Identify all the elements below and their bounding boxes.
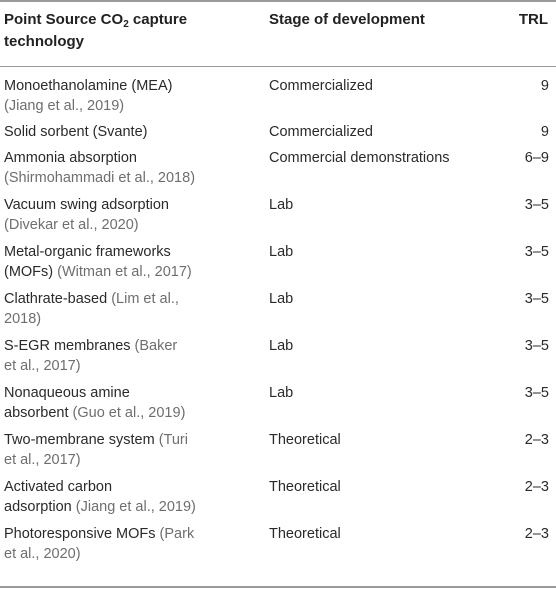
stage-cell: Commercialized (269, 124, 373, 140)
trl-cell: 2–3 (524, 526, 549, 542)
trl-cell: 2–3 (524, 432, 549, 448)
table-row: Metal-organic frameworks (MOFs) (Witman e… (0, 242, 556, 289)
tech-cell: Ammonia absorption (Shirmohammadi et al.,… (4, 150, 196, 186)
stage-cell: Theoretical (269, 526, 341, 542)
tech-cell: Nonaqueous amine absorbent (Guo et al., 2… (4, 385, 186, 421)
tech-cell: Two-membrane system (Turi et al., 2017) (4, 432, 188, 468)
tech-cell: Monoethanolamine (MEA) (Jiang et al., 201… (4, 78, 173, 114)
header-technology: Point Source CO2 capture technology (4, 11, 188, 50)
citation: Jiang et al., 2019 (80, 499, 192, 515)
stage-cell: Theoretical (269, 432, 341, 448)
tech-cell: Solid sorbent (Svante) (4, 124, 148, 140)
stage-cell: Lab (269, 385, 294, 401)
trl-cell: 3–5 (524, 197, 549, 213)
citation: Guo et al., 2019 (77, 405, 181, 421)
stage-cell: Commercial demonstrations (269, 150, 450, 166)
stage-cell: Commercialized (269, 78, 373, 94)
stage-cell: Lab (269, 197, 294, 213)
trl-cell: 3–5 (524, 385, 549, 401)
table-row: Two-membrane system (Turi et al., 2017) T… (0, 430, 556, 477)
trl-cell: 9 (540, 124, 549, 140)
tech-cell: Photoresponsive MOFs (Park et al., 2020) (4, 526, 195, 562)
stage-cell: Lab (269, 338, 294, 354)
table-row: Clathrate-based (Lim et al., 2018) Lab 3–… (0, 289, 556, 336)
header-rule (0, 66, 556, 67)
trl-cell: 3–5 (524, 291, 549, 307)
trl-cell: 9 (540, 78, 549, 94)
stage-cell: Lab (269, 291, 294, 307)
header-stage: Stage of development (269, 11, 425, 28)
tech-cell: Vacuum swing adsorption (Divekar et al., … (4, 197, 169, 233)
stage-cell: Lab (269, 244, 294, 260)
trl-cell: 3–5 (524, 244, 549, 260)
citation: Witman et al., 2017 (62, 264, 187, 280)
stage-cell: Theoretical (269, 479, 341, 495)
table-row: Ammonia absorption (Shirmohammadi et al.,… (0, 148, 556, 195)
tech-cell: Activated carbon adsorption (Jiang et al.… (4, 479, 196, 515)
table-row: Photoresponsive MOFs (Park et al., 2020) … (0, 524, 556, 571)
trl-cell: 2–3 (524, 479, 549, 495)
trl-cell: 6–9 (524, 150, 549, 166)
table-body: Monoethanolamine (MEA) (Jiang et al., 201… (0, 76, 556, 571)
citation: Jiang et al., 2019 (8, 98, 120, 114)
table-bottom-rule (0, 586, 556, 588)
table-row: S-EGR membranes (Baker et al., 2017) Lab … (0, 336, 556, 383)
citation: Shirmohammadi et al., 2018 (8, 170, 191, 186)
tech-cell: S-EGR membranes (Baker et al., 2017) (4, 338, 178, 374)
table-row: Activated carbon adsorption (Jiang et al.… (0, 477, 556, 524)
trl-cell: 3–5 (524, 338, 549, 354)
table-row: Nonaqueous amine absorbent (Guo et al., 2… (0, 383, 556, 430)
tech-cell: Metal-organic frameworks (MOFs) (Witman e… (4, 244, 192, 280)
citation: Divekar et al., 2020 (8, 217, 134, 233)
table-top-rule (0, 0, 556, 2)
table-row: Monoethanolamine (MEA) (Jiang et al., 201… (0, 76, 556, 122)
table-row: Solid sorbent (Svante) Commercialized 9 (0, 122, 556, 148)
header-trl: TRL (518, 11, 548, 28)
tech-cell: Clathrate-based (Lim et al., 2018) (4, 291, 179, 327)
table-row: Vacuum swing adsorption (Divekar et al., … (0, 195, 556, 242)
